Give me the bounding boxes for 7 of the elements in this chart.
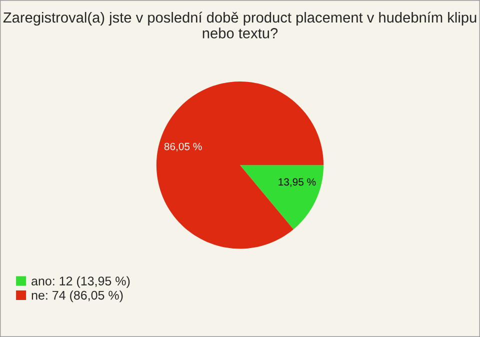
pie-slice (240, 165, 324, 230)
data-label: 86,05 % (164, 142, 202, 152)
chart-title: Zaregistroval(a) jste v poslední době product placement v hudebním klipu nebo textu? (3, 12, 476, 38)
legend-label: ano: 12 (13,95 %) (32, 276, 130, 288)
pie-slice (156, 82, 324, 249)
legend-label: ne: 74 (86,05 %) (32, 290, 123, 302)
data-label: 13,95 % (278, 178, 316, 187)
